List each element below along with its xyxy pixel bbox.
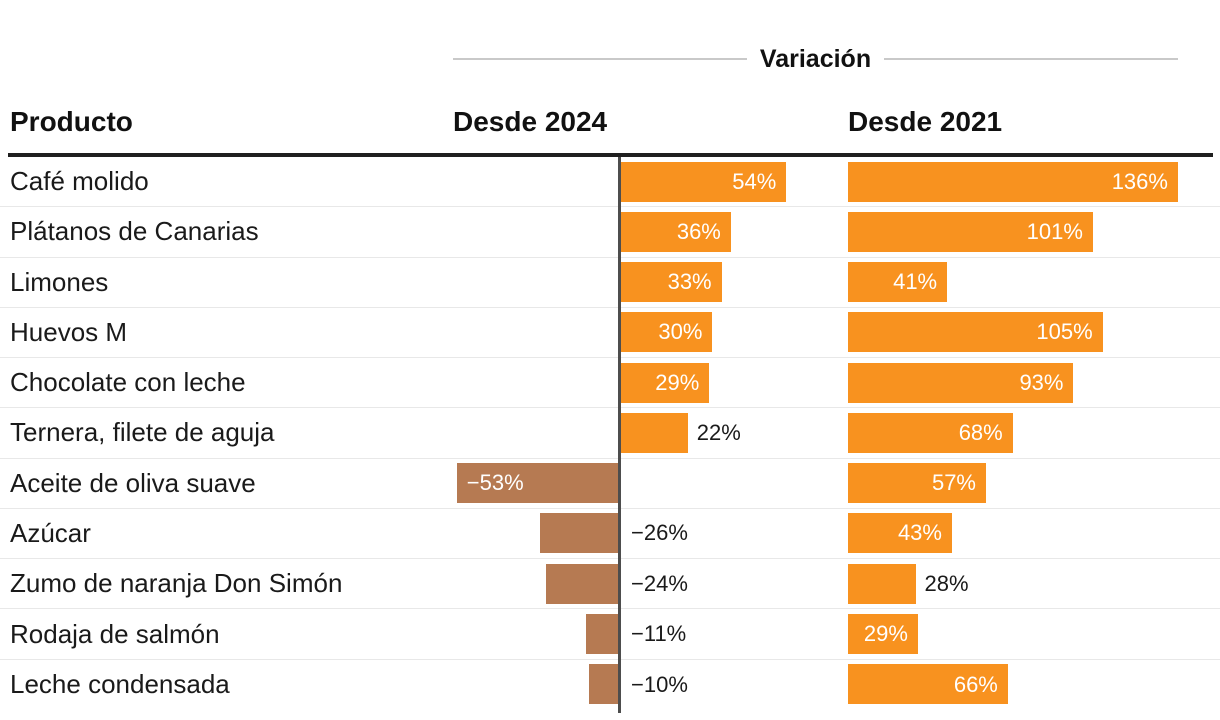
table-row: Aceite de oliva suave −53% 57% — [0, 459, 1220, 509]
bar-label-desde-2024: 29% — [655, 369, 700, 395]
bar-desde-2024 — [620, 211, 731, 252]
bar-label-desde-2021: 93% — [1019, 369, 1064, 395]
bar-desde-2021 — [847, 161, 1178, 202]
bar-label-desde-2021: 101% — [1026, 218, 1083, 244]
product-name: Chocolate con leche — [10, 367, 246, 398]
bar-desde-2024 — [620, 362, 710, 403]
bar-desde-2024 — [620, 161, 787, 202]
column-header-desde-2021: Desde 2021 — [848, 106, 1003, 137]
bar-label-desde-2024: 33% — [667, 269, 712, 295]
table-row: Huevos M 30% 105% — [0, 308, 1220, 359]
bar-desde-2024 — [620, 312, 713, 353]
variation-header: Variación — [453, 44, 1179, 73]
bar-label-desde-2024: 54% — [732, 168, 777, 194]
bar-desde-2021 — [847, 412, 1013, 453]
bar-desde-2024 — [546, 563, 620, 604]
bar-label-desde-2024: −24% — [631, 570, 688, 596]
column-header-producto: Producto — [10, 106, 133, 137]
table-row: Ternera, filete de aguja 22% 68% — [0, 408, 1220, 459]
zero-axis-line — [618, 157, 621, 713]
product-name: Aceite de oliva suave — [10, 467, 256, 498]
bar-label-desde-2024: 22% — [696, 419, 741, 445]
bar-label-desde-2021: 68% — [958, 419, 1003, 445]
product-name: Zumo de naranja Don Simón — [10, 568, 343, 599]
column-header-desde-2024: Desde 2024 — [453, 106, 608, 137]
table-row: Leche condensada −10% 66% — [0, 660, 1220, 710]
bar-label-desde-2024: −26% — [631, 520, 688, 546]
bar-label-desde-2021: 136% — [1111, 168, 1168, 194]
chart-rows: Café molido 54% 136% Plátanos de Canarias 36… — [0, 157, 1220, 710]
bar-desde-2021 — [847, 563, 916, 604]
header-line-left — [453, 58, 747, 60]
bar-desde-2024 — [620, 262, 722, 303]
bar-desde-2021 — [847, 463, 986, 504]
product-name: Huevos M — [10, 316, 128, 347]
table-row: Plátanos de Canarias 36% 101% — [0, 207, 1220, 258]
product-name: Azúcar — [10, 517, 91, 548]
table-row: Café molido 54% 136% — [0, 157, 1220, 208]
bar-desde-2024 — [539, 513, 620, 554]
bar-label-desde-2021: 105% — [1036, 319, 1093, 345]
bar-desde-2024 — [620, 412, 688, 453]
table-row: Chocolate con leche 29% 93% — [0, 358, 1220, 409]
bar-label-desde-2021: 43% — [897, 520, 942, 546]
bar-label-desde-2024: 30% — [658, 319, 703, 345]
bar-desde-2021 — [847, 664, 1008, 705]
bar-label-desde-2024: −53% — [466, 470, 524, 496]
product-name: Ternera, filete de aguja — [10, 417, 275, 448]
product-name: Café molido — [10, 166, 149, 197]
bar-label-desde-2021: 29% — [863, 621, 908, 647]
table-row: Rodaja de salmón −11% 29% — [0, 609, 1220, 660]
bar-desde-2021 — [847, 362, 1074, 403]
bar-desde-2021 — [847, 211, 1093, 252]
bar-desde-2021 — [847, 262, 948, 303]
bar-desde-2024 — [456, 463, 620, 504]
product-name: Leche condensada — [10, 669, 230, 700]
bar-desde-2024 — [586, 614, 620, 655]
bar-desde-2021 — [847, 513, 952, 554]
table-row: Limones 33% 41% — [0, 258, 1220, 308]
bar-label-desde-2021: 66% — [953, 671, 998, 697]
bar-label-desde-2024: 36% — [676, 218, 721, 244]
bar-desde-2021 — [847, 614, 918, 655]
bar-label-desde-2024: −10% — [631, 671, 688, 697]
product-name: Plátanos de Canarias — [10, 216, 259, 247]
header-rule — [8, 153, 1213, 157]
bar-label-desde-2021: 28% — [924, 570, 969, 596]
table-row: Azúcar −26% 43% — [0, 509, 1220, 560]
bar-label-desde-2021: 57% — [931, 470, 976, 496]
header-line-right — [884, 58, 1179, 60]
bar-desde-2021 — [847, 312, 1103, 353]
bar-label-desde-2024: −11% — [631, 621, 687, 647]
table-row: Zumo de naranja Don Simón −24% 28% — [0, 559, 1220, 610]
bar-label-desde-2021: 41% — [893, 269, 938, 295]
product-name: Limones — [10, 266, 109, 297]
bar-desde-2024 — [589, 664, 620, 705]
product-name: Rodaja de salmón — [10, 618, 220, 649]
variation-title: Variación — [759, 44, 872, 73]
